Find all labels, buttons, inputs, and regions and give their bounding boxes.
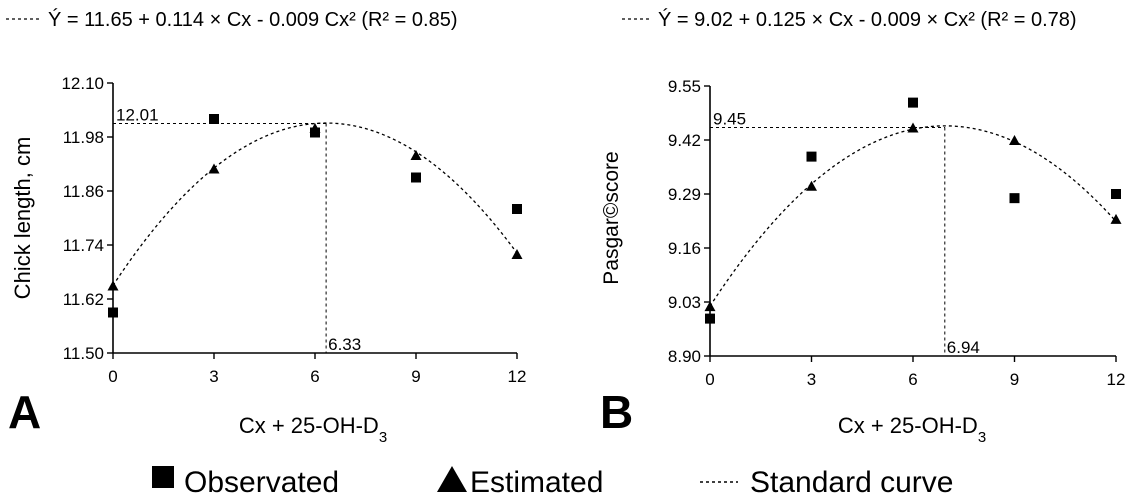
x-tick-label-b: 0 [705,370,714,389]
estimated-point-a [511,249,523,259]
estimated-point-b [806,180,817,191]
panel-label-a: A [8,386,41,438]
x-tick-label-b: 12 [1107,370,1126,389]
equation-b: Ý = 9.02 + 0.125 × Cx - 0.009 × Cx² (R² … [658,8,1077,31]
y-tick-label-a: 12.10 [61,74,104,93]
standard-curve-b [709,125,1117,307]
optimum-x-label-a: 6.33 [328,335,361,354]
x-axis-label-b-sub: 3 [978,429,986,446]
y-axis-label-a: Chick length, cm [10,137,35,300]
y-tick-label-a: 11.98 [63,128,104,147]
observed-point-b [1009,193,1020,204]
observed-point-a [209,114,219,124]
observed-point-a [411,172,421,183]
x-axis-label-a: Cx + 25-OH-D3 [239,413,387,446]
estimated-point-b [907,122,919,133]
equation-a: Ý = 11.65 + 0.114 × Cx - 0.009 Cx² (R² =… [48,8,457,31]
panel-label-b: B [600,386,633,438]
observed-point-b [806,151,817,162]
legend: Observated Estimated Standard curve [152,466,953,499]
x-tick-label-b: 9 [1010,370,1019,389]
y-tick-label-b: 9.16 [668,239,701,258]
x-tick-label-a: 9 [411,367,420,386]
y-tick-label-a: 11.62 [63,290,104,309]
estimated-point-b [704,301,716,312]
x-axis-label-b: Cx + 25-OH-D3 [838,413,986,446]
observed-point-b [908,97,918,108]
x-axis-label-b-main: Cx + 25-OH-D [838,413,978,438]
y-tick-label-a: 11.86 [63,182,104,201]
y-tick-label-b: 9.03 [668,293,701,312]
observed-point-a [512,204,522,214]
x-tick-label-a: 12 [508,367,527,386]
x-tick-label-a: 6 [310,367,319,386]
optimum-y-label-b: 9.45 [713,110,746,129]
optimum-y-label-a: 12.01 [116,106,159,125]
legend-observed-label: Observated [184,466,339,499]
x-axis-label-a-main: Cx + 25-OH-D [239,413,379,438]
panel-a: Ý = 11.65 + 0.114 × Cx - 0.009 Cx² (R² =… [6,8,526,446]
estimated-point-a [208,163,220,174]
observed-point-b [705,313,715,324]
legend-curve-label: Standard curve [750,466,953,499]
y-tick-label-a: 11.50 [63,344,104,363]
x-axis-label-a-sub: 3 [379,429,387,446]
x-tick-label-b: 3 [807,370,816,389]
estimated-point-b [1110,213,1122,224]
legend-estimated-label: Estimated [470,466,603,499]
y-tick-label-b: 9.42 [668,131,701,150]
standard-curve-a [112,122,518,286]
plot-a: 11.50 11.62 11.74 11.86 11.98 12.10 0 3 6 9 12 12.0… [61,74,526,386]
estimated-point-a [309,123,321,133]
y-tick-label-b: 9.55 [668,77,701,96]
observed-point-a [108,307,118,318]
panel-b: Ý = 9.02 + 0.125 × Cx - 0.009 × Cx² (R² … [600,8,1125,446]
y-axis-label-b: Pasgar©score [600,151,623,284]
legend-observed-marker [152,466,174,488]
y-tick-label-a: 11.74 [63,236,104,255]
estimated-point-a [107,280,119,291]
optimum-x-label-b: 6.94 [947,338,980,357]
legend-estimated-marker [437,466,467,492]
x-tick-label-a: 0 [108,367,117,386]
estimated-point-b [1009,135,1020,145]
x-tick-label-a: 3 [209,367,218,386]
y-tick-label-b: 8.90 [668,347,701,366]
observed-point-b [1111,189,1121,199]
y-tick-label-b: 9.29 [668,185,701,204]
estimated-point-a [410,150,422,160]
x-tick-label-b: 6 [908,370,917,389]
plot-b: 8.90 9.03 9.16 9.29 9.42 9.55 0 3 6 9 12 9.45 6.94 [668,77,1126,389]
